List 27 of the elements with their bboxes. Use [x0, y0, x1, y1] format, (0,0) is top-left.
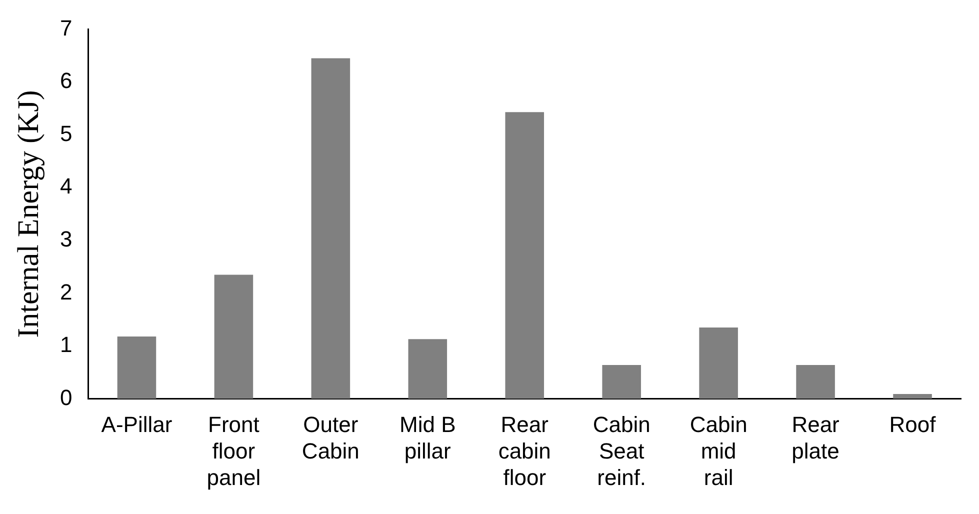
y-tick-label: 3: [60, 226, 72, 252]
y-tick-label: 6: [60, 68, 72, 94]
bar: [893, 394, 932, 399]
bar: [505, 112, 544, 399]
bar: [408, 339, 448, 399]
x-tick-label: Rear plate: [792, 412, 840, 464]
y-tick-label: 7: [60, 15, 72, 40]
bar: [602, 365, 641, 399]
bar: [311, 58, 350, 399]
x-tick-label: Mid B pillar: [400, 412, 456, 464]
x-tick-label: Cabin mid rail: [690, 412, 748, 490]
x-tick-label: Front floor panel: [206, 412, 261, 490]
y-tick-label: 1: [60, 332, 72, 358]
y-tick-label: 4: [60, 174, 72, 199]
x-tick-label: Outer Cabin: [302, 412, 360, 464]
y-tick-label: 0: [60, 384, 72, 410]
x-tick-label: Cabin Seat reinf.: [592, 412, 650, 490]
y-axis-title: Internal Energy (KJ): [12, 90, 45, 338]
y-tick-label: 5: [60, 120, 72, 146]
x-tick-label: Rear cabin floor: [498, 412, 551, 490]
x-tick-label: A-Pillar: [101, 412, 172, 438]
bar: [796, 365, 835, 399]
bar: [214, 274, 254, 399]
x-tick-label: Roof: [889, 412, 937, 438]
bar: [699, 328, 738, 399]
bar: [117, 336, 156, 399]
y-tick-label: 2: [60, 279, 72, 304]
